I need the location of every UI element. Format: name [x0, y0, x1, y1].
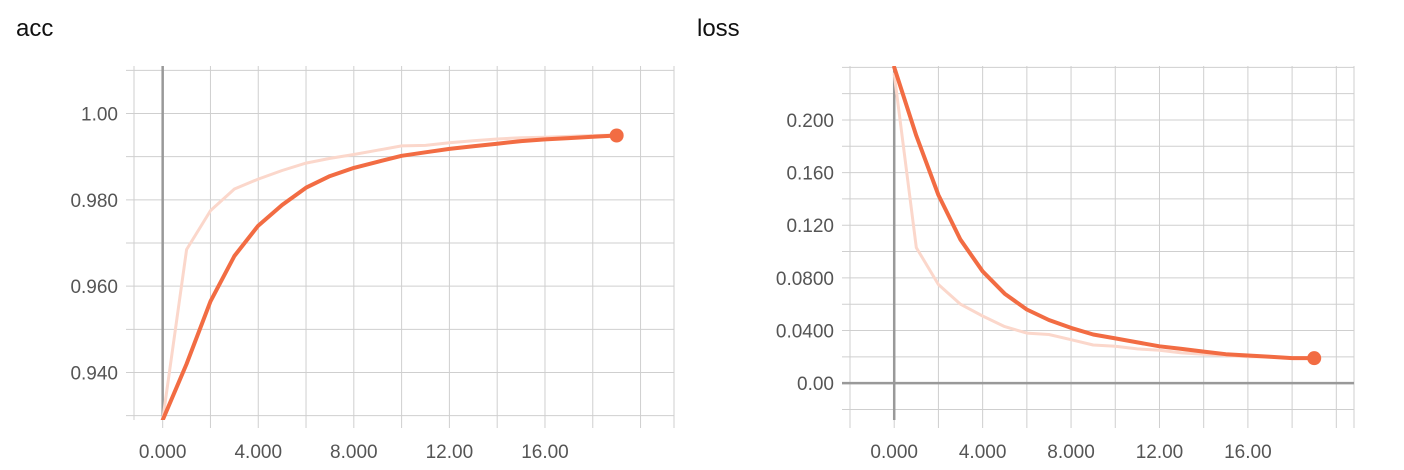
- acc-x-tick-label: 8.000: [330, 442, 378, 463]
- acc-x-tick-label: 4.000: [234, 442, 282, 463]
- loss-chart-title: loss: [697, 15, 740, 42]
- acc-chart-svg[interactable]: 0.000 4.000 8.000 12.00 16.00 0.940 0.960 0.980…: [0, 0, 690, 470]
- acc-chart-panel: acc 0.000 4.000 8.000 12.00 16.00 0.940 0.960 0…: [0, 0, 690, 470]
- loss-y-tick-label: 0.0400: [776, 322, 834, 343]
- loss-chart-svg[interactable]: 0.000 4.000 8.000 12.00 16.00 0.00 0.0400 0.080…: [690, 0, 1404, 470]
- acc-chart-title: acc: [16, 15, 54, 42]
- acc-y-tick-label: 0.980: [70, 191, 118, 212]
- loss-x-tick-label: 0.000: [870, 442, 918, 463]
- loss-chart-panel: loss 0.000 4.000 8.000 12.00 16.00 0.00 0.0400…: [690, 0, 1404, 470]
- loss-x-tick-label: 16.00: [1224, 442, 1272, 463]
- loss-grid: [842, 66, 1355, 428]
- acc-y-tick-label: 0.960: [70, 277, 118, 298]
- acc-y-tick-label: 0.940: [70, 364, 118, 385]
- acc-y-tick-label: 1.00: [81, 104, 118, 125]
- loss-x-tick-label: 12.00: [1136, 442, 1184, 463]
- loss-y-tick-label: 0.00: [797, 374, 834, 395]
- loss-x-tick-label: 4.000: [959, 442, 1007, 463]
- loss-y-tick-label: 0.120: [786, 216, 834, 237]
- acc-smoothed-line: [160, 133, 619, 420]
- loss-y-tick-label: 0.160: [786, 164, 834, 185]
- acc-x-tick-label: 12.00: [426, 442, 474, 463]
- loss-last-point: [1307, 351, 1322, 366]
- loss-y-tick-label: 0.200: [786, 111, 834, 132]
- acc-grid: [126, 66, 675, 428]
- acc-x-tick-label: 0.000: [139, 442, 187, 463]
- loss-smoothed-line: [892, 66, 1317, 361]
- acc-last-point: [609, 128, 624, 143]
- acc-x-tick-label: 16.00: [521, 442, 569, 463]
- loss-y-tick-label: 0.0800: [776, 269, 834, 290]
- loss-raw-line: [892, 72, 1316, 360]
- acc-raw-line: [161, 133, 619, 420]
- loss-x-tick-label: 8.000: [1047, 442, 1095, 463]
